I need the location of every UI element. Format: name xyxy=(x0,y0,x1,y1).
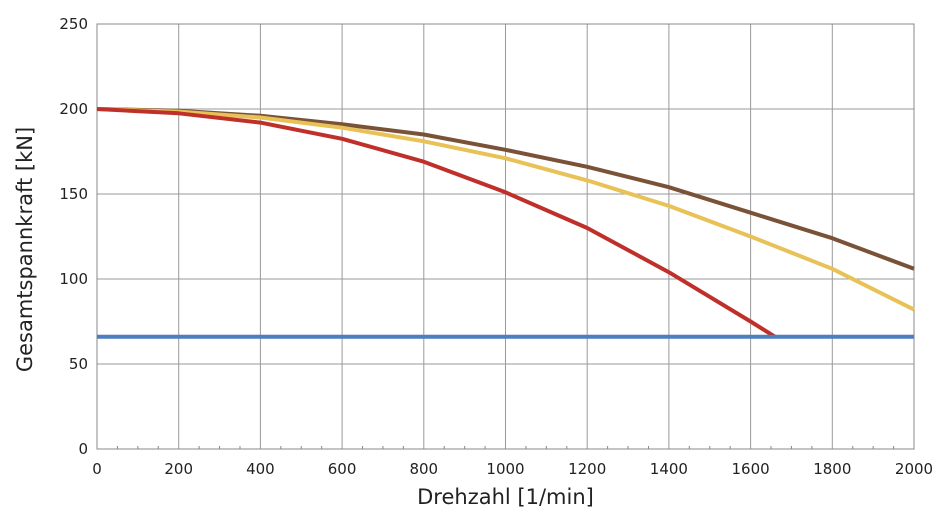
x-tick-label: 600 xyxy=(328,460,357,478)
plot-frame xyxy=(96,23,915,450)
x-tick-labels: 0 200 400 600 800 1000 1200 1400 1600 1800 2000 xyxy=(92,460,933,478)
y-tick-label: 150 xyxy=(59,185,88,203)
x-tick-label: 2000 xyxy=(895,460,933,478)
x-tick-label: 1800 xyxy=(813,460,851,478)
x-tick-label: 1400 xyxy=(650,460,688,478)
y-axis-label: Gesamtspannkraft [kN] xyxy=(13,127,37,372)
y-tick-label: 50 xyxy=(69,355,88,373)
series-line-1 xyxy=(96,107,915,312)
y-tick-labels: 0 50 100 150 200 250 xyxy=(59,15,88,458)
y-tick-label: 100 xyxy=(59,270,88,288)
y-tick-label: 250 xyxy=(59,15,88,33)
x-axis-label: Drehzahl [1/min] xyxy=(417,485,594,509)
y-tick-label: 200 xyxy=(59,100,88,118)
grid-lines xyxy=(96,23,915,450)
series-line-2 xyxy=(96,107,777,339)
x-tick-label: 400 xyxy=(246,460,275,478)
x-tick-label: 200 xyxy=(164,460,193,478)
x-tick-label: 1200 xyxy=(568,460,606,478)
x-tick-label: 1000 xyxy=(486,460,524,478)
x-tick-label: 800 xyxy=(409,460,438,478)
series-layer xyxy=(96,107,915,339)
x-tick-label: 1600 xyxy=(732,460,770,478)
y-tick-label: 0 xyxy=(78,440,88,458)
x-tick-label: 0 xyxy=(92,460,102,478)
